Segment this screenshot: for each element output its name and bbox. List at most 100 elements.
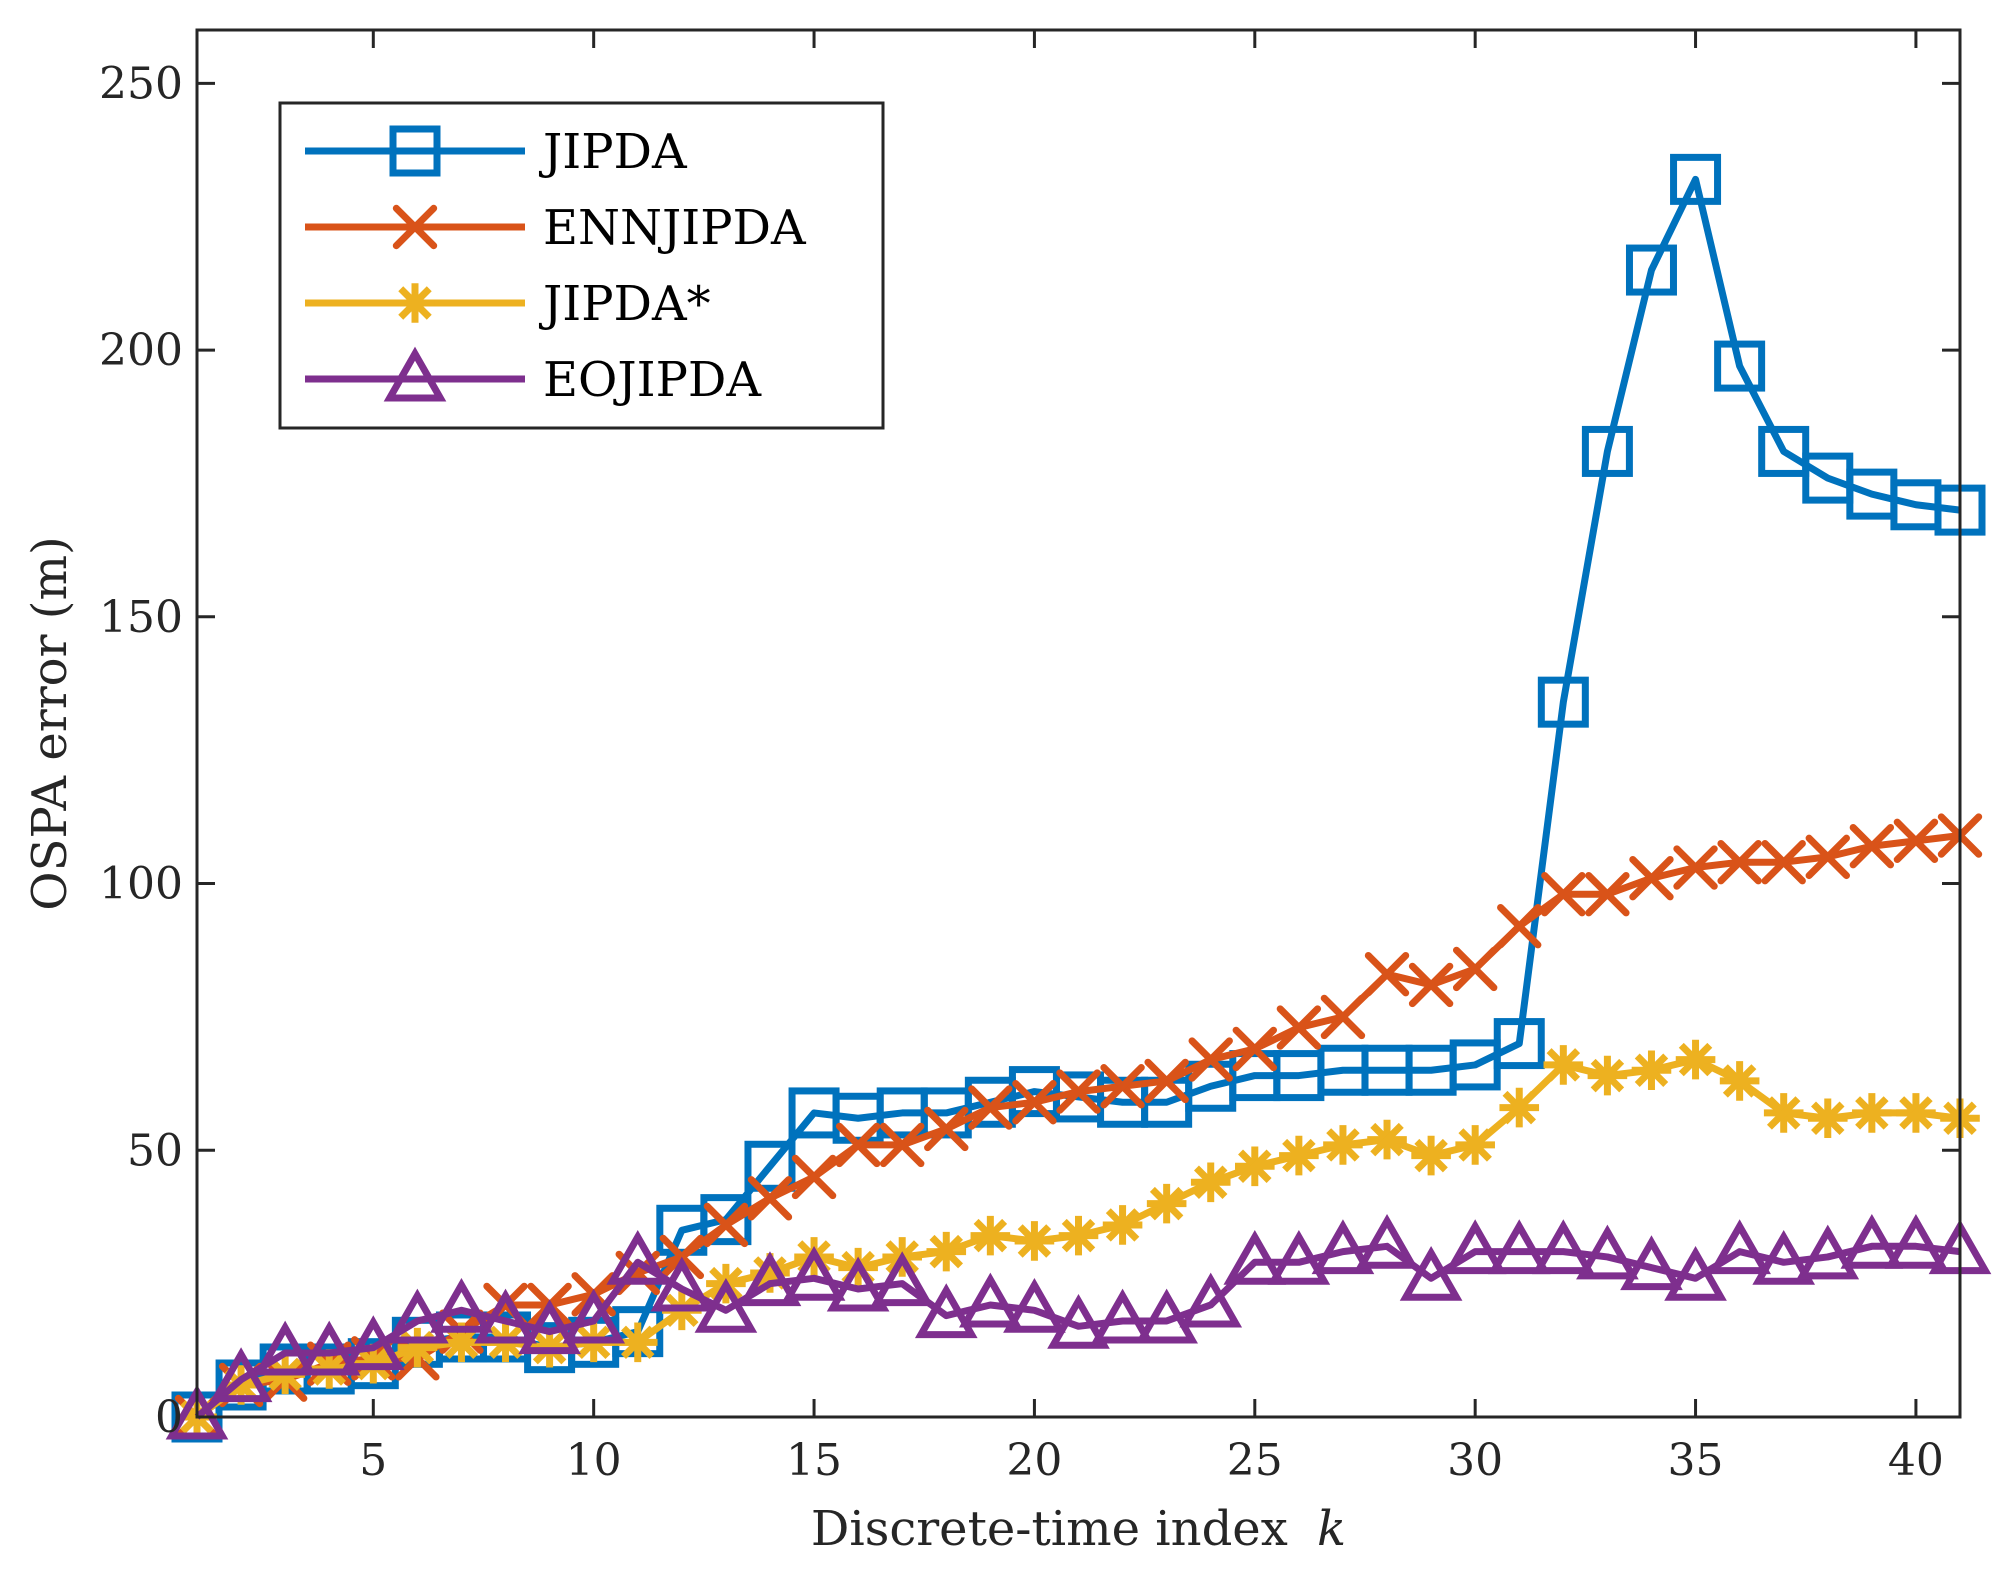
data-point [791, 1154, 837, 1200]
data-point [1499, 1087, 1540, 1128]
data-point [1670, 153, 1722, 205]
data-point [617, 1322, 658, 1363]
data-point [1455, 1125, 1495, 1165]
legend-label: EOJIPDA [543, 352, 762, 408]
data-point [1675, 1039, 1716, 1080]
data-point [924, 1106, 969, 1152]
data-point [1146, 1183, 1187, 1224]
data-point [1714, 340, 1766, 392]
x-axis-label: Discrete-time index k [811, 1501, 1346, 1557]
data-point [1629, 856, 1674, 901]
data-point [1364, 952, 1410, 997]
data-point [1581, 425, 1633, 477]
data-point [1585, 872, 1630, 917]
legend-entry: ENNJIPDA [305, 200, 807, 256]
data-point [650, 1256, 714, 1312]
data-point [1719, 1061, 1760, 1101]
data-point [694, 1277, 758, 1333]
data-point [914, 1283, 978, 1339]
series-jipda- [177, 1039, 1980, 1437]
x-tick-label: 30 [1447, 1435, 1503, 1486]
x-tick-label: 5 [359, 1435, 387, 1486]
data-point [959, 1272, 1022, 1328]
data-point [1758, 425, 1810, 477]
data-point [1102, 1205, 1143, 1245]
data-point [1531, 1219, 1595, 1275]
data-point [1408, 962, 1454, 1008]
data-point [970, 1215, 1011, 1256]
data-point [1235, 1146, 1275, 1187]
data-point [1190, 1162, 1231, 1203]
data-point [1840, 1213, 1904, 1269]
data-point [1399, 1245, 1463, 1301]
y-tick-label: 200 [99, 325, 183, 376]
tick-labels: 5 10 15 20 25 30 35 40 0 50 100 150 200 250 [99, 58, 1944, 1486]
data-point [1884, 1213, 1948, 1269]
x-axis-label-text: Discrete-time index [811, 1501, 1288, 1557]
data-point [1893, 818, 1939, 864]
data-point [1091, 1288, 1154, 1344]
axis-ticks [197, 30, 1960, 1419]
data-point [430, 1277, 493, 1333]
x-axis-label-variable: k [1317, 1501, 1346, 1557]
y-tick-label: 100 [99, 859, 183, 910]
data-point [1014, 1221, 1055, 1261]
x-tick-label: 15 [786, 1435, 842, 1486]
legend: JIPDA ENNJIPDA JIPDA* EOJIPDA [278, 101, 885, 430]
x-tick-label: 10 [566, 1435, 622, 1486]
legend-entry: JIPDA* [305, 276, 711, 332]
data-point [1763, 1093, 1804, 1133]
series-eojipda [165, 1213, 1992, 1440]
data-point [1188, 1037, 1233, 1082]
legend-box [278, 101, 885, 430]
data-point [606, 1229, 670, 1285]
x-tick-label: 40 [1888, 1435, 1944, 1486]
data-point [341, 1315, 405, 1371]
data-point [880, 1122, 925, 1168]
data-point [744, 1140, 796, 1192]
data-point [474, 1288, 537, 1344]
x-tick-label: 25 [1227, 1435, 1283, 1486]
legend-label: JIPDA [538, 124, 688, 180]
plot-frame [195, 28, 1962, 1419]
data-point [1849, 823, 1895, 869]
data-point [1717, 840, 1762, 885]
data-point [1144, 1058, 1189, 1104]
data-point [1367, 1119, 1407, 1160]
data-point [1673, 845, 1718, 890]
data-point [926, 1231, 967, 1272]
data-point [1443, 1219, 1507, 1275]
data-point [1411, 1135, 1451, 1176]
data-point [518, 1299, 581, 1355]
data-point [1664, 1245, 1727, 1301]
data-point [870, 1251, 934, 1307]
data-point [1279, 1135, 1319, 1176]
data-point [562, 1288, 626, 1344]
data-point [835, 1122, 881, 1168]
data-point [968, 1085, 1013, 1130]
data-point [1135, 1288, 1198, 1344]
data-point [1807, 1098, 1848, 1139]
y-tick-label: 250 [99, 58, 183, 109]
data-point [1631, 1050, 1672, 1091]
series-ennjipda [174, 813, 1983, 1440]
data-point [1620, 1235, 1683, 1291]
data-point [1625, 244, 1677, 296]
data-point [386, 1288, 449, 1344]
data-point [1576, 1224, 1639, 1280]
data-point [1267, 1229, 1331, 1285]
data-point [1543, 1045, 1584, 1085]
y-tick-label: 0 [155, 1392, 183, 1443]
data-point [1311, 1219, 1375, 1275]
data-point [826, 1256, 890, 1312]
data-point [1493, 1018, 1545, 1070]
data-point [1276, 1005, 1322, 1050]
legend-label: JIPDA* [538, 276, 711, 332]
data-point [1047, 1293, 1110, 1349]
data-point [1587, 1055, 1628, 1096]
data-point [1497, 904, 1542, 949]
legend-marker [389, 125, 441, 177]
data-point [1223, 1229, 1287, 1285]
legend-marker [395, 283, 435, 323]
y-axis-label: OSPA error (m) [22, 536, 78, 910]
